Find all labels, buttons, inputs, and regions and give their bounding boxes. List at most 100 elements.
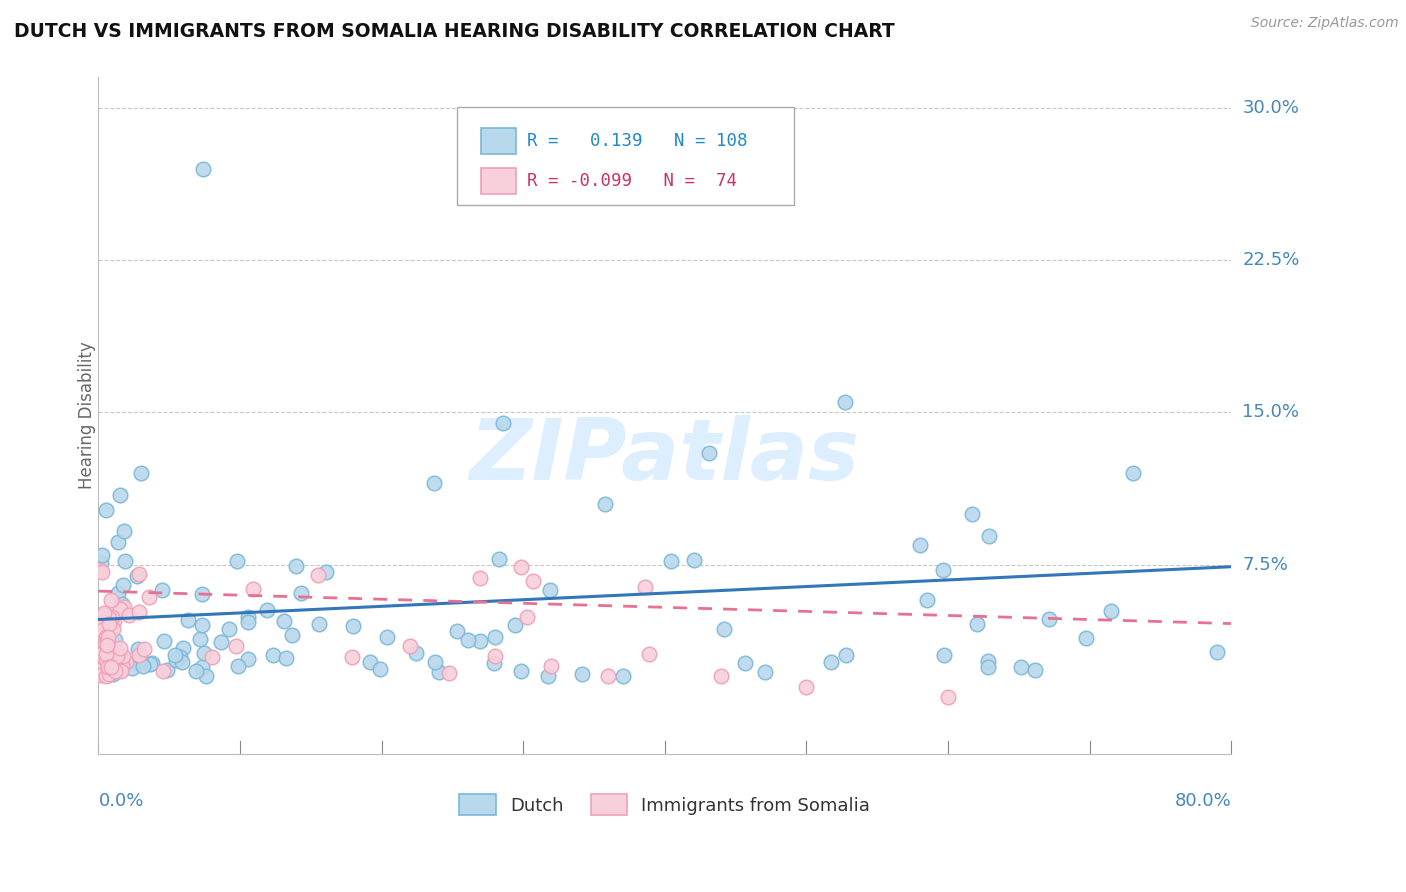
Point (105, 646, 128, 660)
Point (110, 602, 132, 616)
Point (1074, 631, 1097, 645)
Point (1024, 663, 1046, 677)
Point (112, 600, 135, 615)
Point (177, 613, 200, 627)
Point (93, 649, 115, 664)
Point (979, 529, 1001, 543)
Point (91, 615, 114, 629)
Point (484, 630, 506, 644)
Point (936, 690, 959, 704)
Point (118, 608, 141, 623)
Point (139, 657, 162, 671)
Point (96, 635, 118, 649)
Y-axis label: Hearing Disability: Hearing Disability (79, 342, 96, 490)
Point (242, 582, 264, 596)
Point (191, 587, 214, 601)
Point (128, 652, 150, 666)
Point (94, 669, 117, 683)
Text: R = -0.099   N =  74: R = -0.099 N = 74 (527, 172, 737, 190)
Point (97, 630, 120, 644)
Point (226, 659, 249, 673)
Point (236, 615, 259, 629)
Point (97, 660, 120, 674)
Point (470, 572, 492, 586)
Text: 7.5%: 7.5% (1243, 556, 1288, 574)
Point (138, 590, 160, 604)
Point (510, 560, 533, 574)
Point (97, 665, 120, 679)
Point (682, 553, 704, 567)
Point (908, 538, 931, 552)
Point (93, 607, 115, 621)
Text: R =   0.139   N = 108: R = 0.139 N = 108 (527, 132, 748, 150)
Point (94, 653, 117, 667)
Point (190, 618, 212, 632)
Point (111, 657, 134, 672)
Point (93, 645, 115, 659)
Point (110, 597, 132, 611)
Point (101, 666, 124, 681)
Point (540, 659, 562, 673)
Point (537, 668, 560, 682)
Point (359, 656, 381, 670)
Point (94, 503, 117, 517)
Text: ZIPatlas: ZIPatlas (470, 415, 860, 498)
Point (128, 657, 150, 671)
Point (342, 618, 364, 632)
Point (285, 558, 308, 573)
Point (375, 631, 398, 645)
Point (132, 659, 155, 673)
Point (94, 618, 117, 632)
Point (425, 655, 447, 669)
Point (107, 654, 129, 668)
Point (90, 668, 112, 682)
Point (1099, 604, 1122, 618)
Point (1038, 612, 1060, 626)
Point (482, 656, 505, 670)
Point (100, 660, 122, 674)
Point (256, 603, 278, 617)
Point (89, 647, 111, 661)
Point (399, 639, 422, 653)
Point (186, 664, 208, 678)
Point (110, 664, 132, 678)
Point (484, 649, 506, 664)
Point (516, 610, 538, 624)
Point (108, 488, 131, 502)
Text: 22.5%: 22.5% (1243, 252, 1299, 269)
Point (612, 669, 634, 683)
Point (172, 641, 194, 656)
Text: 15.0%: 15.0% (1243, 403, 1299, 421)
Point (710, 669, 733, 683)
Point (100, 656, 122, 670)
Point (439, 665, 461, 680)
Point (191, 660, 214, 674)
Point (101, 622, 124, 636)
Point (209, 635, 232, 649)
Point (97, 617, 120, 632)
Point (274, 651, 297, 665)
Point (225, 639, 247, 653)
Text: 30.0%: 30.0% (1243, 99, 1299, 117)
Point (633, 580, 655, 594)
Text: 0.0%: 0.0% (98, 792, 143, 811)
Point (218, 622, 240, 636)
Point (98, 664, 121, 678)
Point (488, 552, 510, 566)
Point (96, 657, 118, 671)
Point (638, 648, 661, 662)
Point (104, 664, 127, 678)
Point (98, 611, 121, 625)
Point (100, 593, 122, 607)
Point (262, 648, 284, 663)
Point (115, 655, 138, 669)
Point (128, 567, 150, 582)
Point (98, 647, 121, 661)
Point (89, 663, 111, 677)
Legend: Dutch, Immigrants from Somalia: Dutch, Immigrants from Somalia (453, 787, 877, 822)
Point (91, 548, 114, 562)
Point (1206, 644, 1229, 658)
Point (93, 649, 115, 664)
Point (193, 647, 215, 661)
Point (90, 566, 112, 580)
